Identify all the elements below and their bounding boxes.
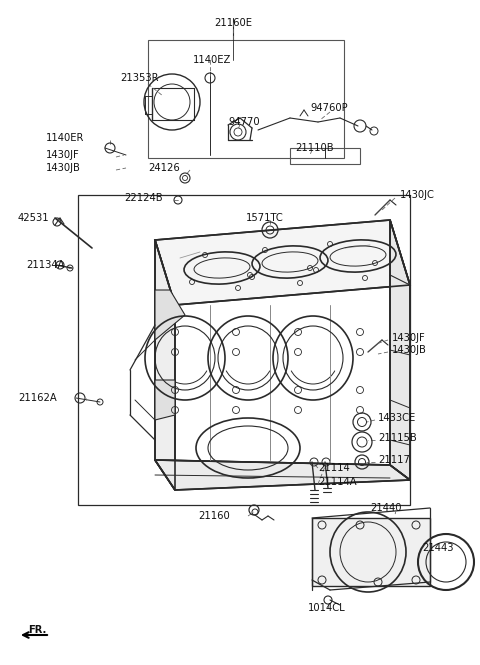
Text: 21114: 21114: [318, 463, 350, 473]
Bar: [312, 518, 430, 586]
Text: 21353R: 21353R: [120, 73, 158, 83]
Polygon shape: [155, 240, 175, 490]
Text: 21160E: 21160E: [214, 18, 252, 28]
Polygon shape: [155, 290, 185, 340]
Text: 22124B: 22124B: [124, 193, 163, 203]
Text: 21115B: 21115B: [378, 433, 417, 443]
Text: 1430JC: 1430JC: [400, 190, 435, 200]
Text: 21440: 21440: [370, 503, 401, 513]
Text: 21134A: 21134A: [26, 260, 64, 270]
Text: 1140ER: 1140ER: [46, 133, 84, 143]
Polygon shape: [155, 380, 175, 420]
Text: 21162A: 21162A: [18, 393, 57, 403]
Text: 21443: 21443: [422, 543, 454, 553]
Text: 21160: 21160: [198, 511, 230, 521]
Text: FR.: FR.: [28, 625, 47, 635]
Text: 21117: 21117: [378, 455, 410, 465]
Text: 94770: 94770: [228, 117, 260, 127]
Text: 1430JF: 1430JF: [46, 150, 80, 160]
Polygon shape: [155, 220, 410, 305]
Text: 94760P: 94760P: [310, 103, 348, 113]
Polygon shape: [155, 460, 410, 490]
Text: 1430JB: 1430JB: [46, 163, 81, 173]
Text: 21114A: 21114A: [318, 477, 357, 487]
Polygon shape: [390, 220, 410, 480]
Text: 1014CL: 1014CL: [308, 603, 346, 613]
Text: 1433CE: 1433CE: [378, 413, 416, 423]
Text: 1430JF: 1430JF: [392, 333, 426, 343]
Bar: [290, 148, 360, 164]
Bar: [78, 195, 410, 505]
Bar: [148, 40, 344, 158]
Text: 42531: 42531: [18, 213, 49, 223]
Text: 1571TC: 1571TC: [246, 213, 284, 223]
Text: 21110B: 21110B: [295, 143, 334, 153]
Text: 1430JB: 1430JB: [392, 345, 427, 355]
Text: 24126: 24126: [148, 163, 180, 173]
Text: 1140EZ: 1140EZ: [193, 55, 231, 65]
